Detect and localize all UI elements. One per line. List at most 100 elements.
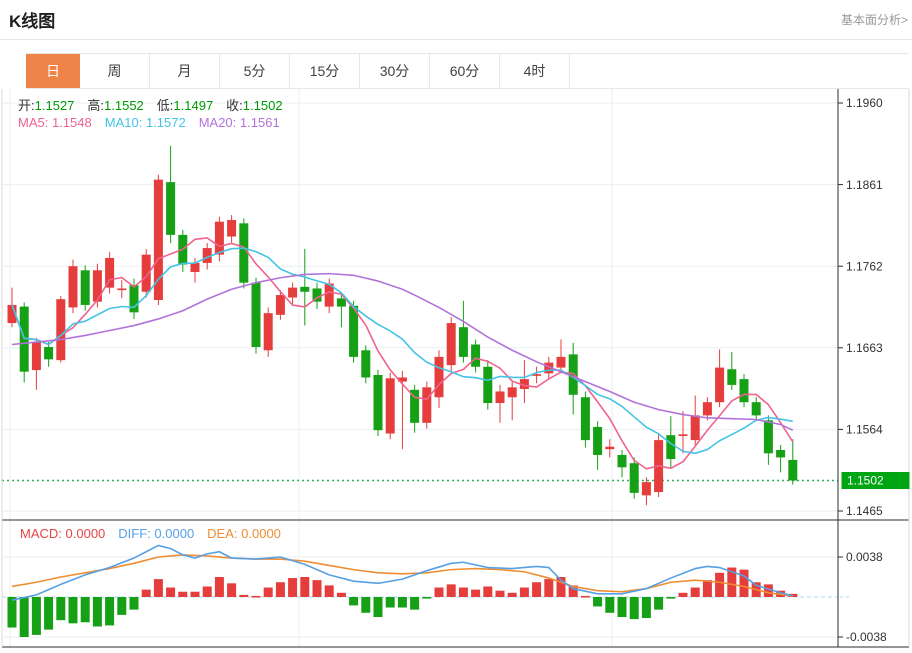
ma-readout: MA5: 1.1548 MA10: 1.1572 MA20: 1.1561 bbox=[18, 115, 293, 130]
macd-bar-positive bbox=[312, 580, 322, 597]
macd-label: MACD: bbox=[20, 526, 62, 541]
candle-body-up bbox=[105, 257, 115, 288]
macd-bar-positive bbox=[556, 577, 566, 597]
candle-body-up bbox=[385, 378, 395, 434]
tab-30min[interactable]: 30分 bbox=[360, 54, 430, 88]
candle-body-up bbox=[495, 391, 505, 404]
candle-body-up bbox=[544, 362, 554, 374]
tab-month[interactable]: 月 bbox=[150, 54, 220, 88]
macd-readout: MACD: 0.0000 DIFF: 0.0000 DEA: 0.0000 bbox=[20, 526, 294, 541]
macd-bar-positive bbox=[227, 583, 237, 597]
macd-bar-negative bbox=[361, 597, 371, 613]
macd-bar-negative bbox=[56, 597, 66, 621]
macd-bar-positive bbox=[568, 585, 578, 597]
candle-body-down bbox=[373, 374, 383, 431]
kline-svg[interactable]: 1.1960 1.1861 1.1762 1.1663 1.1564 1.1465 0.00… bbox=[0, 89, 912, 653]
close-label: 收: bbox=[226, 98, 243, 113]
macd-bar-positive bbox=[300, 577, 310, 597]
kline-chart[interactable]: 1.1960 1.1861 1.1762 1.1663 1.1564 1.1465 0.00… bbox=[0, 89, 912, 653]
dea-label: DEA: bbox=[207, 526, 238, 541]
macd-bar-negative bbox=[44, 597, 54, 630]
macd-bar-positive bbox=[336, 592, 346, 597]
tab-15min[interactable]: 15分 bbox=[290, 54, 360, 88]
macd-bar-positive bbox=[190, 591, 200, 597]
high-label: 高: bbox=[87, 98, 105, 113]
macd-bar-positive bbox=[739, 569, 749, 597]
macd-bar-negative bbox=[129, 597, 139, 610]
title-divider bbox=[0, 39, 912, 40]
macd-bar-negative bbox=[80, 597, 90, 623]
price-tick-label: 1.1465 bbox=[846, 504, 883, 518]
macd-bar-positive bbox=[251, 595, 261, 598]
open-label: 开: bbox=[18, 98, 35, 113]
candle-body-down bbox=[471, 344, 481, 367]
macd-bar-positive bbox=[507, 592, 517, 597]
fundamental-analysis-link[interactable]: 基本面分析> bbox=[840, 13, 908, 27]
macd-bar-positive bbox=[458, 587, 468, 597]
candle-body-down bbox=[361, 350, 371, 378]
candle-body-up bbox=[324, 283, 334, 307]
candle-body-up bbox=[532, 374, 542, 376]
ma20-line bbox=[11, 272, 794, 431]
tab-5min[interactable]: 5分 bbox=[220, 54, 290, 88]
low-label: 低: bbox=[156, 98, 174, 113]
candle-body-up bbox=[92, 270, 102, 302]
candle-body-down bbox=[629, 463, 639, 493]
candle-body-down bbox=[483, 366, 493, 404]
ma5-value: 1.1548 bbox=[51, 115, 92, 130]
candle-body-down bbox=[336, 298, 346, 307]
diff-line bbox=[11, 544, 794, 601]
price-tick-label: 1.1861 bbox=[846, 178, 883, 192]
candle-body-up bbox=[288, 287, 298, 298]
macd-bar-negative bbox=[349, 597, 359, 606]
candle-body-up bbox=[141, 254, 151, 292]
candle-body-up bbox=[214, 221, 224, 255]
candle-body-up bbox=[690, 415, 700, 441]
macd-bar-positive bbox=[690, 587, 700, 597]
candle-body-down bbox=[776, 450, 786, 458]
candle-body-up bbox=[434, 356, 444, 398]
macd-bar-negative bbox=[7, 597, 17, 628]
macd-bar-negative bbox=[385, 597, 395, 608]
candle-body-down bbox=[788, 459, 798, 481]
ma10-value: 1.1572 bbox=[145, 115, 186, 130]
candle-body-up bbox=[31, 342, 41, 371]
macd-bar-negative bbox=[373, 597, 383, 617]
macd-bar-positive bbox=[446, 584, 456, 597]
candle-body-up bbox=[7, 304, 17, 324]
candle-body-up bbox=[275, 295, 285, 315]
ma5-label: MA5: bbox=[18, 115, 49, 130]
candle-body-up bbox=[715, 367, 725, 403]
candle-body-up bbox=[422, 387, 432, 423]
period-tab-bar: 日 周 月 5分 15分 30分 60分 4时 bbox=[26, 53, 909, 89]
candle-body-down bbox=[44, 346, 54, 360]
candle-body-up bbox=[117, 288, 127, 291]
candle-body-up bbox=[202, 248, 212, 263]
tab-4hour[interactable]: 4时 bbox=[500, 54, 570, 88]
candle-body-up bbox=[605, 446, 615, 450]
macd-bar-negative bbox=[397, 597, 407, 608]
macd-bar-negative bbox=[422, 597, 432, 599]
tab-day[interactable]: 日 bbox=[26, 54, 80, 88]
candle-body-down bbox=[739, 379, 749, 403]
diff-value: 0.0000 bbox=[154, 526, 195, 541]
candle-body-down bbox=[166, 182, 176, 235]
candle-body-up bbox=[641, 482, 651, 496]
macd-bar-positive bbox=[434, 587, 444, 597]
macd-bar-negative bbox=[593, 597, 603, 607]
macd-bar-positive bbox=[580, 595, 590, 598]
candle-body-down bbox=[349, 305, 359, 357]
tab-60min[interactable]: 60分 bbox=[430, 54, 500, 88]
candle-body-down bbox=[458, 327, 468, 357]
candle-body-down bbox=[300, 286, 310, 292]
last-price-label-bg bbox=[841, 472, 910, 490]
candle-body-down bbox=[763, 420, 773, 454]
macd-bar-positive bbox=[263, 587, 273, 597]
macd-bar-positive bbox=[715, 572, 725, 597]
candle-body-up bbox=[507, 387, 517, 398]
macd-bar-negative bbox=[666, 597, 676, 599]
tab-week[interactable]: 周 bbox=[80, 54, 150, 88]
candle-body-up bbox=[153, 179, 163, 300]
low-value: 1.1497 bbox=[173, 98, 214, 113]
candle-body-down bbox=[251, 282, 261, 347]
